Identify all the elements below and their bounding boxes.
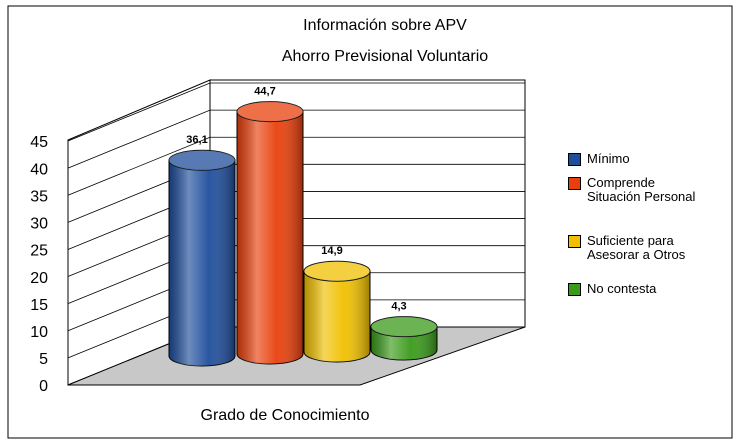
grid-line	[67, 109, 525, 169]
bar-top-shade	[304, 261, 370, 282]
legend-swatch	[568, 283, 581, 296]
y-tick-label: 20	[30, 270, 48, 287]
legend-swatch	[568, 153, 581, 166]
x-axis-label: Grado de Conocimiento	[201, 407, 370, 424]
legend-label: Suficiente para Asesorar a Otros	[587, 233, 686, 262]
y-tick-label: 15	[30, 297, 48, 314]
cylinder	[236, 101, 304, 365]
data-label: 36,1	[186, 134, 207, 146]
legend-label: No contesta	[587, 281, 657, 296]
grid-line	[67, 82, 525, 142]
cylinder	[303, 260, 371, 363]
bar-shade	[169, 160, 235, 366]
legend-swatch	[568, 235, 581, 248]
y-tick-label: 5	[39, 351, 48, 368]
bar-top-shade	[371, 316, 437, 337]
y-tick-label: 25	[30, 243, 48, 260]
y-tick-label: 10	[30, 324, 48, 341]
legend-label: Mínimo	[587, 151, 630, 166]
bar-top-shade	[237, 101, 303, 122]
cylinder	[370, 316, 438, 361]
bar-top	[236, 101, 304, 123]
grid-line	[67, 136, 525, 196]
bar-top	[303, 260, 371, 282]
bar-top-shade	[169, 150, 235, 171]
legend-swatch	[568, 177, 581, 190]
bar-top	[370, 316, 438, 338]
y-tick-label: 0	[39, 378, 48, 395]
bar-shade	[237, 111, 303, 364]
chart-subtitle: Ahorro Previsional Voluntario	[282, 48, 488, 65]
chart-title: Información sobre APV	[303, 17, 467, 34]
data-label: 4,3	[391, 301, 406, 313]
legend-label: Comprende Situación Personal	[587, 175, 696, 204]
y-tick-label: 40	[30, 161, 48, 178]
y-tick-label: 45	[30, 134, 48, 151]
y-tick-label: 35	[30, 188, 48, 205]
bar-shade	[304, 271, 370, 362]
cylinder	[168, 149, 236, 367]
y-tick-label: 30	[30, 216, 48, 233]
bar-top	[168, 149, 236, 171]
data-label: 44,7	[254, 86, 275, 98]
data-label: 14,9	[321, 245, 342, 257]
